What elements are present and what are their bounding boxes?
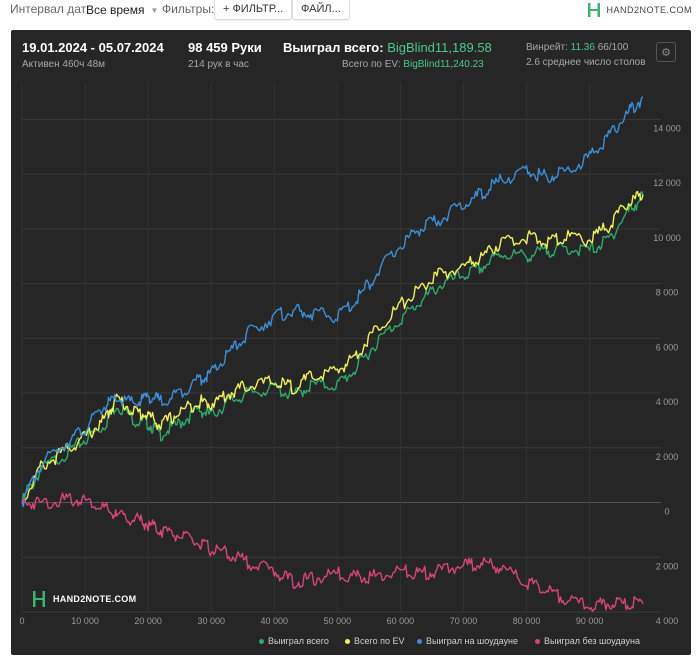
y-tick-label: 2 000 (656, 452, 679, 462)
winrate-value: 11.36 (570, 42, 595, 53)
date-interval-value: Все время (86, 3, 145, 17)
filter-button-label: ФИЛЬТР... (232, 3, 284, 15)
winnings-chart: 14 000 12 000 10 000 8 000 6 000 4 000 2 000 0 2… (19, 82, 681, 626)
x-tick-label: 40 000 (261, 616, 289, 626)
y-tick-label: 2 000 (656, 561, 679, 571)
watermark-logo-icon (33, 591, 45, 607)
top-toolbar: Интервал дат: Все время ▼ Фильтры: + ФИЛ… (0, 0, 700, 30)
won-total-label: Выиграл всего: (283, 40, 384, 55)
active-time: Активен 460ч 48м (22, 59, 106, 70)
series-line-3 (21, 492, 644, 612)
ev-total: Всего по EV: BigBlind11,240.23 (342, 59, 484, 70)
x-tick-label: 80 000 (513, 616, 541, 626)
won-total-value: BigBlind11,189.58 (387, 40, 492, 55)
x-tick-label: 10 000 (71, 616, 99, 626)
y-tick-label: 14 000 (653, 123, 681, 133)
series-line-2 (21, 96, 644, 508)
hands-count: 98 459 Руки (188, 40, 262, 55)
y-tick-label: 0 (664, 507, 669, 517)
legend-label: Выиграл на шоудауне (426, 636, 518, 646)
date-range: 19.01.2024 - 05.07.2024 (22, 40, 164, 55)
ev-total-label: Всего по EV: (342, 59, 401, 70)
ev-total-value: BigBlind11,240.23 (403, 59, 484, 70)
winrate: Винрейт: 11.36 66/100 (526, 42, 628, 53)
date-interval-label: Интервал дат: (10, 2, 90, 16)
hand2note-logo-icon (588, 3, 601, 17)
legend-item-showdown[interactable]: Выиграл на шоудауне (417, 636, 518, 646)
date-interval-select[interactable]: Все время ▼ (82, 0, 162, 20)
y-tick-label: 12 000 (653, 178, 681, 188)
legend-label: Выиграл всего (268, 636, 329, 646)
x-tick-label: 70 000 (450, 616, 478, 626)
tables-avg: 2.6 среднее число столов (526, 57, 646, 68)
x-tick-label: 90 000 (576, 616, 604, 626)
legend-item-ev[interactable]: Всего по EV (345, 636, 404, 646)
y-tick-label: 8 000 (656, 288, 679, 298)
legend-dot (259, 638, 264, 644)
winrate-label: Винрейт: (526, 42, 568, 53)
legend-dot (345, 638, 350, 644)
legend-item-non-showdown[interactable]: Выиграл без шоудауна (535, 636, 640, 646)
legend-dot (535, 638, 540, 644)
settings-gear-button[interactable]: ⚙ (656, 42, 676, 62)
files-button-label: ФАЙЛ... (301, 3, 341, 15)
plus-icon: + (223, 3, 230, 15)
x-tick-label: 0 (19, 616, 24, 626)
watermark-text: HAND2NOTE.COM (53, 594, 137, 604)
series-line-1 (21, 190, 644, 504)
legend-label: Всего по EV (354, 636, 405, 646)
y-tick-label: 6 000 (656, 342, 679, 352)
chart-watermark: HAND2NOTE.COM (31, 590, 136, 608)
legend-dot (417, 638, 422, 644)
y-tick-label: 4 000 (656, 397, 679, 407)
winrate-unit: 66/100 (597, 42, 629, 53)
x-tick-label: 60 000 (387, 616, 415, 626)
filter-button[interactable]: + ФИЛЬТР... (214, 0, 293, 20)
y-tick-label: 10 000 (653, 233, 681, 243)
graph-panel: 19.01.2024 - 05.07.2024 Активен 460ч 48м… (11, 30, 691, 655)
logo-text: HAND2NOTE.COM (606, 5, 692, 15)
filters-label: Фильтры: (162, 2, 215, 16)
x-tick-label: 50 000 (324, 616, 352, 626)
y-tick-label: 4 000 (656, 616, 679, 626)
gear-icon: ⚙ (661, 46, 671, 59)
won-total: Выиграл всего: BigBlind11,189.58 (283, 40, 492, 55)
x-tick-label: 20 000 (134, 616, 162, 626)
legend-label: Выиграл без шоудауна (544, 636, 640, 646)
hands-rate: 214 рук в час (188, 59, 249, 70)
files-button[interactable]: ФАЙЛ... (292, 0, 350, 20)
chevron-down-icon: ▼ (150, 5, 159, 15)
hand2note-logo: HAND2NOTE.COM (586, 2, 692, 18)
x-tick-label: 30 000 (197, 616, 225, 626)
legend-item-won[interactable]: Выиграл всего (259, 636, 329, 646)
